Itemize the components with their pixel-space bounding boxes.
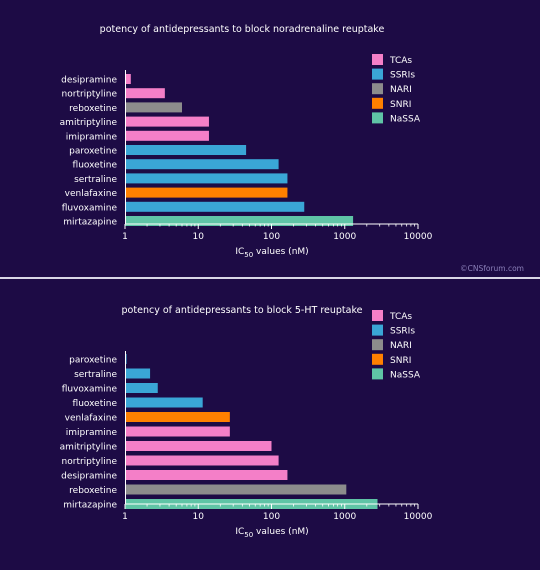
category-label: imipramine	[66, 132, 118, 142]
legend-label-NaSSA: NaSSA	[390, 114, 421, 124]
x-tick-label: 1	[122, 232, 128, 242]
category-label: desipramine	[61, 76, 117, 86]
x-axis-label-rest: values (nM)	[253, 527, 309, 537]
legend-swatch-NARI	[372, 339, 383, 351]
legend-label-SSRI: SSRIs	[390, 71, 415, 81]
legend-swatch-TCA	[372, 310, 383, 321]
x-tick-label: 10000	[404, 512, 433, 522]
x-tick-label: 1000	[333, 232, 356, 242]
legend-swatch-TCA	[372, 54, 383, 65]
divider	[0, 277, 540, 279]
category-label: amitriptyline	[60, 118, 118, 128]
bar-desipramine	[125, 74, 131, 84]
legend-label-SSRI: SSRIs	[390, 327, 415, 337]
bar-sertraline	[125, 173, 288, 184]
bar-sertraline	[125, 368, 151, 379]
x-axis-label-sub: 50	[244, 531, 253, 539]
bar-reboxetine	[125, 484, 347, 495]
category-label: amitriptyline	[60, 443, 118, 453]
chart-serotonin: potency of antidepressants to block 5-HT…	[60, 305, 433, 539]
bar-amitriptyline	[125, 116, 209, 127]
legend-swatch-SSRI	[372, 324, 383, 336]
x-tick-label: 1000	[333, 512, 356, 522]
x-tick-label: 1	[122, 512, 128, 522]
bar-fluoxetine	[125, 397, 203, 408]
category-label: venlafaxine	[65, 189, 118, 199]
category-label: fluoxetine	[73, 399, 118, 409]
chart-title: potency of antidepressants to block nora…	[100, 24, 385, 35]
bar-venlafaxine	[125, 187, 288, 198]
bar-reboxetine	[125, 102, 182, 113]
bar-fluvoxamine	[125, 201, 305, 212]
x-tick-label: 100	[263, 512, 280, 522]
category-label: mirtazapine	[63, 218, 117, 228]
category-label: sertraline	[74, 370, 117, 380]
category-label: venlafaxine	[65, 414, 118, 424]
category-label: fluvoxamine	[62, 385, 118, 395]
x-axis-label-main: IC	[235, 527, 244, 537]
category-label: nortriptyline	[62, 457, 118, 467]
legend-swatch-SNRI	[372, 353, 383, 365]
bar-venlafaxine	[125, 412, 230, 422]
legend-swatch-SNRI	[372, 97, 383, 109]
bar-amitriptyline	[125, 441, 272, 451]
chart-title: potency of antidepressants to block 5-HT…	[122, 305, 363, 316]
legend-label-SNRI: SNRI	[390, 356, 411, 366]
category-label: paroxetine	[69, 356, 117, 366]
legend-label-NARI: NARI	[390, 341, 412, 351]
x-tick-label: 10000	[404, 232, 433, 242]
bar-fluvoxamine	[125, 383, 158, 393]
category-label: imipramine	[66, 428, 118, 438]
bar-mirtazapine	[125, 216, 354, 226]
category-label: paroxetine	[69, 147, 117, 157]
category-label: reboxetine	[69, 486, 117, 496]
bar-nortriptyline	[125, 455, 279, 466]
x-tick-label: 100	[263, 232, 280, 242]
bar-fluoxetine	[125, 159, 279, 170]
bar-paroxetine	[125, 145, 247, 155]
bar-imipramine	[125, 426, 230, 437]
category-label: desipramine	[61, 472, 117, 482]
category-label: sertraline	[74, 175, 117, 185]
legend-label-NARI: NARI	[390, 85, 412, 95]
legend-swatch-SSRI	[372, 68, 383, 80]
chart-noradrenaline: potency of antidepressants to block nora…	[60, 24, 433, 259]
watermark: ©CNSforum.com	[460, 264, 524, 273]
legend-swatch-NARI	[372, 83, 383, 95]
category-label: fluvoxamine	[62, 203, 118, 213]
x-axis-label-sub: 50	[244, 251, 253, 259]
legend-swatch-NaSSA	[372, 368, 383, 380]
category-label: nortriptyline	[62, 90, 118, 100]
category-label: mirtazapine	[63, 501, 117, 511]
x-axis-label: IC50 values (nM)	[235, 527, 308, 539]
bar-nortriptyline	[125, 88, 165, 99]
legend-swatch-NaSSA	[372, 112, 383, 124]
category-label: fluoxetine	[73, 161, 118, 171]
x-axis-label-rest: values (nM)	[253, 247, 309, 257]
category-label: reboxetine	[69, 104, 117, 114]
legend-label-TCA: TCAs	[389, 312, 412, 322]
legend-label-TCA: TCAs	[389, 56, 412, 66]
x-axis-label: IC50 values (nM)	[235, 247, 308, 259]
x-axis-label-main: IC	[235, 247, 244, 257]
bar-imipramine	[125, 130, 209, 141]
x-tick-label: 10	[193, 512, 205, 522]
x-tick-label: 10	[193, 232, 205, 242]
legend-label-NaSSA: NaSSA	[390, 370, 421, 380]
legend-label-SNRI: SNRI	[390, 100, 411, 110]
bar-desipramine	[125, 470, 288, 480]
